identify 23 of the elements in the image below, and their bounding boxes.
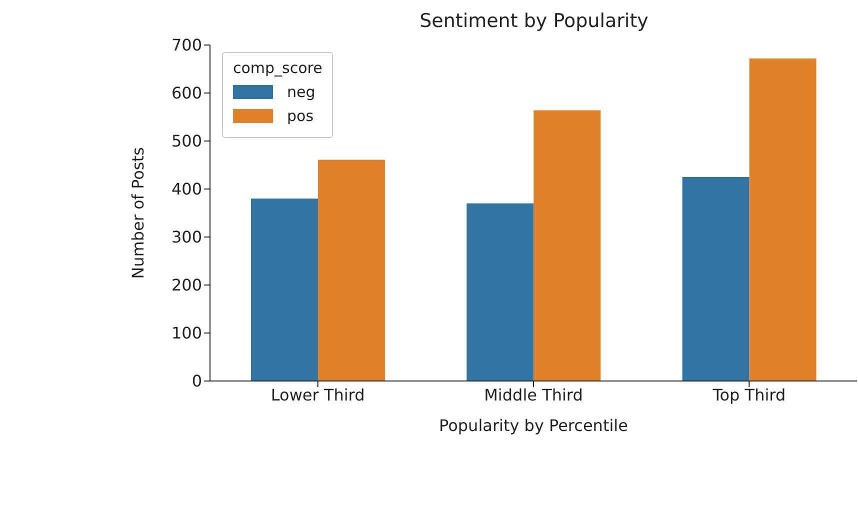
x-tick-label: Lower Third	[270, 385, 365, 404]
y-tick-label: 700	[171, 36, 202, 55]
y-axis-title: Number of Posts	[128, 147, 148, 279]
legend-title: comp_score	[233, 59, 322, 77]
y-tick-label: 100	[171, 324, 202, 343]
legend-label: pos	[287, 107, 314, 125]
chart-title: Sentiment by Popularity	[418, 10, 650, 32]
y-tick-label: 500	[171, 132, 202, 151]
x-axis-title: Popularity by Percentile	[439, 416, 628, 435]
bar	[749, 58, 816, 381]
bar	[682, 177, 750, 381]
legend-label: neg	[287, 83, 316, 101]
x-tick-label: Middle Third	[484, 385, 583, 404]
bar	[318, 160, 385, 381]
bar	[534, 110, 601, 381]
y-tick-label: 0	[192, 372, 202, 391]
bar	[250, 198, 318, 381]
x-tick-label: Top Third	[712, 385, 786, 404]
y-tick-label: 200	[171, 276, 202, 295]
y-tick-label: 400	[171, 180, 202, 199]
y-tick-label: 300	[171, 228, 202, 247]
bar	[466, 203, 534, 381]
y-tick-label: 600	[171, 84, 202, 103]
